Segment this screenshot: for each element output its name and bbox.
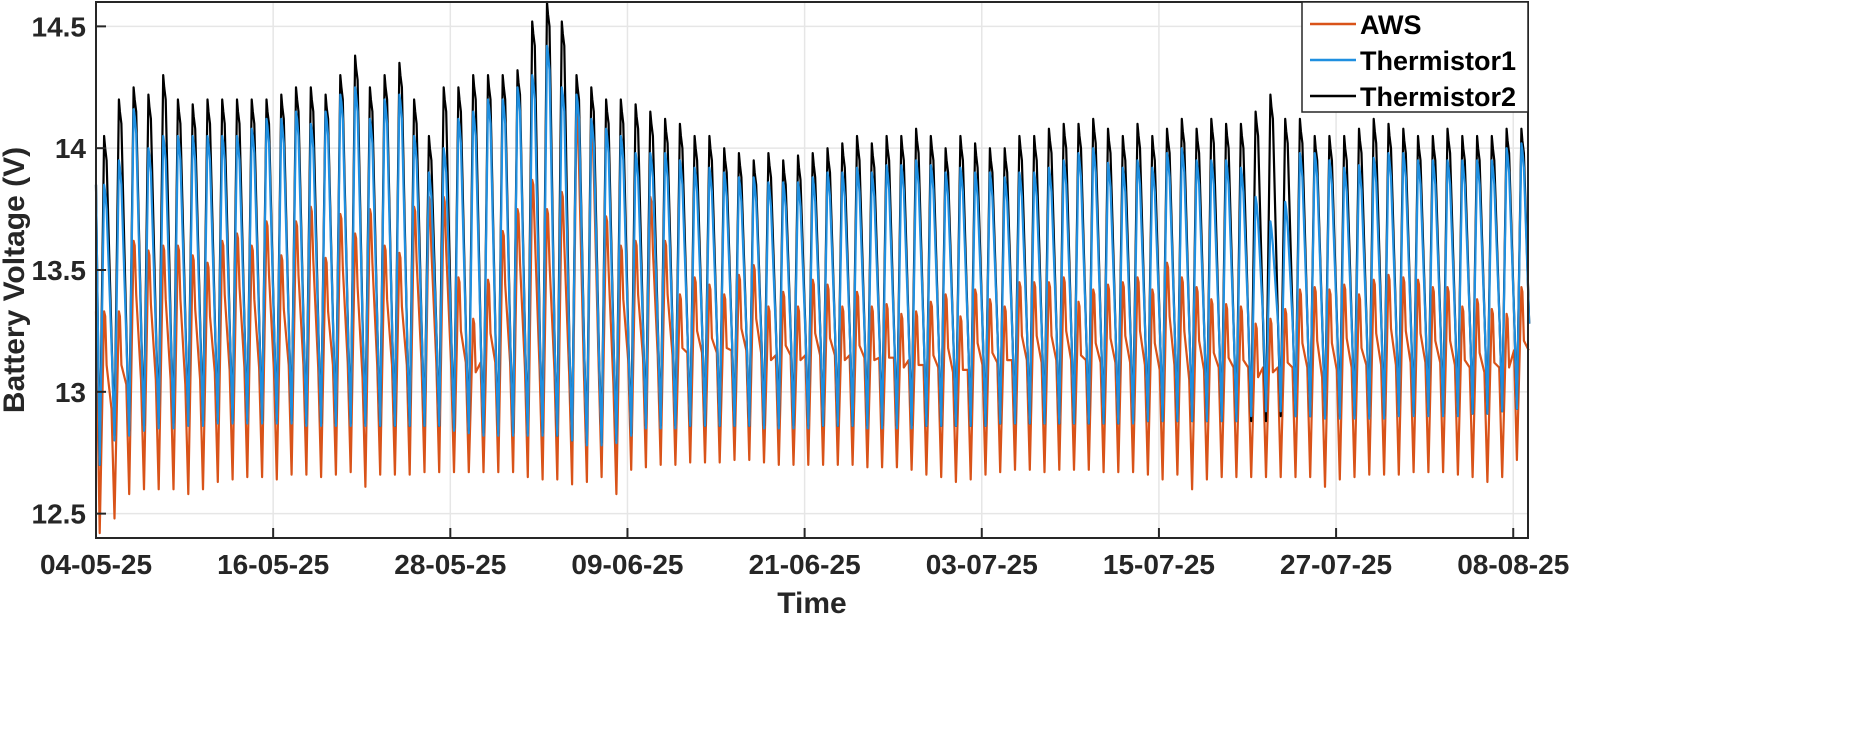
y-tick-label: 13.5 [32,255,87,286]
y-tick-label: 14.5 [32,11,87,42]
x-axis-title: Time [777,587,846,620]
legend-label-aws: AWS [1360,10,1422,40]
legend-label-thermistor2: Thermistor2 [1360,82,1516,112]
legend-box [1301,1,1529,113]
y-axis-title: Battery Voltage (V) [0,147,31,413]
series-line-thermistor1 [94,44,1531,466]
x-tick-label: 03-07-25 [926,549,1038,580]
x-tick-label: 16-05-25 [217,549,329,580]
ticks: 04-05-25 16-05-25 28-05-25 09-06-25 21-06-25… [32,11,1570,580]
x-tick-label: 28-05-25 [394,549,506,580]
series-layer [94,0,1531,535]
series-line-aws [94,110,1530,535]
x-tick-label: 15-07-25 [1103,549,1215,580]
y-tick-label: 13 [55,377,86,408]
y-tick-label: 12.5 [32,499,87,530]
x-tick-label: 09-06-25 [571,549,683,580]
x-tick-label: 04-05-25 [40,549,152,580]
x-tick-label: 27-07-25 [1280,549,1392,580]
x-tick-label: 21-06-25 [749,549,861,580]
x-tick-label: 08-08-25 [1457,549,1569,580]
legend: AWS Thermistor1 Thermistor2 [1301,1,1529,113]
legend-label-thermistor1: Thermistor1 [1360,46,1516,76]
y-tick-label: 14 [55,133,87,164]
